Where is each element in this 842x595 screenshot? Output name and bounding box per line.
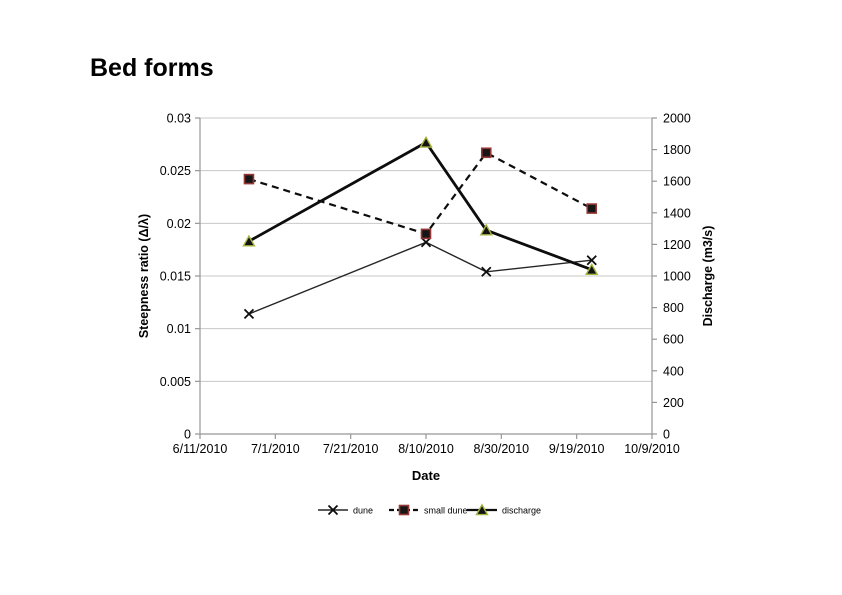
- x-marker: [586, 255, 597, 266]
- legend-item-dune: dune: [318, 504, 373, 516]
- series-line: [248, 151, 593, 236]
- x-marker: [243, 308, 255, 320]
- y-right-tick-label: 800: [663, 301, 684, 315]
- y-right-tick-label: 1400: [663, 206, 691, 220]
- legend: dune small dune discharge: [318, 503, 541, 516]
- legend-label: small dune: [424, 506, 468, 516]
- y-right-tick-label: 2000: [663, 112, 691, 126]
- square-marker: [243, 173, 255, 185]
- triangle-marker: [419, 135, 433, 148]
- x-tick-label: 6/11/2010: [173, 442, 228, 456]
- series-discharge: [242, 135, 599, 275]
- gridlines: [200, 117, 652, 382]
- x-marker: [481, 266, 492, 277]
- x-tick-label: 7/21/2010: [323, 442, 379, 456]
- x-marker: [420, 237, 432, 248]
- chart-title: Bed forms: [90, 54, 214, 82]
- triangle-marker: [479, 223, 493, 236]
- triangle-marker: [475, 503, 489, 516]
- y-right-tick-label: 400: [663, 364, 684, 378]
- x-axis-title: Date: [412, 468, 440, 483]
- y-right-tick-label: 1600: [663, 175, 691, 189]
- triangle-marker: [242, 234, 256, 247]
- y-left-tick-label: 0.01: [167, 322, 191, 336]
- axes: 0 0.005 0.01 0.015 0.02 0.025 0.03 0 200 400 600 80…: [160, 112, 691, 457]
- x-tick-label: 8/30/2010: [474, 442, 530, 456]
- legend-label: discharge: [502, 506, 541, 516]
- triangle-marker: [585, 263, 599, 275]
- y-right-axis-title: Discharge (m3/s): [701, 226, 715, 327]
- x-tick-label: 8/10/2010: [398, 442, 454, 456]
- square-marker: [586, 203, 598, 214]
- square-marker: [420, 228, 432, 240]
- square-marker: [480, 147, 492, 159]
- y-left-tick-label: 0.03: [167, 112, 191, 126]
- x-tick-label: 7/1/2010: [251, 442, 300, 456]
- legend-label: dune: [353, 506, 373, 516]
- y-right-tick-label: 1800: [663, 143, 691, 157]
- series-line: [248, 241, 592, 315]
- y-left-tick-label: 0.025: [160, 164, 191, 178]
- y-right-tick-label: 0: [663, 428, 670, 442]
- y-left-tick-label: 0.015: [160, 270, 191, 284]
- square-marker: [398, 504, 410, 516]
- x-marker: [327, 504, 339, 516]
- y-right-tick-label: 600: [663, 333, 684, 347]
- series-line: [248, 140, 593, 271]
- series-dune: [243, 237, 597, 320]
- y-right-tick-label: 1000: [663, 270, 691, 284]
- x-tick-label: 9/19/2010: [549, 442, 605, 456]
- y-left-tick-label: 0: [184, 428, 191, 442]
- legend-item-discharge: discharge: [467, 503, 541, 516]
- y-right-tick-label: 200: [663, 396, 684, 410]
- series-small-dune: [243, 147, 598, 240]
- y-left-axis-title: Steepness ratio (Δ/λ): [137, 214, 151, 338]
- y-left-tick-label: 0.005: [160, 375, 191, 389]
- y-right-tick-label: 1200: [663, 238, 691, 252]
- y-left-tick-label: 0.02: [167, 217, 191, 231]
- legend-item-small-dune: small dune: [389, 504, 468, 516]
- x-tick-label: 10/9/2010: [624, 442, 680, 456]
